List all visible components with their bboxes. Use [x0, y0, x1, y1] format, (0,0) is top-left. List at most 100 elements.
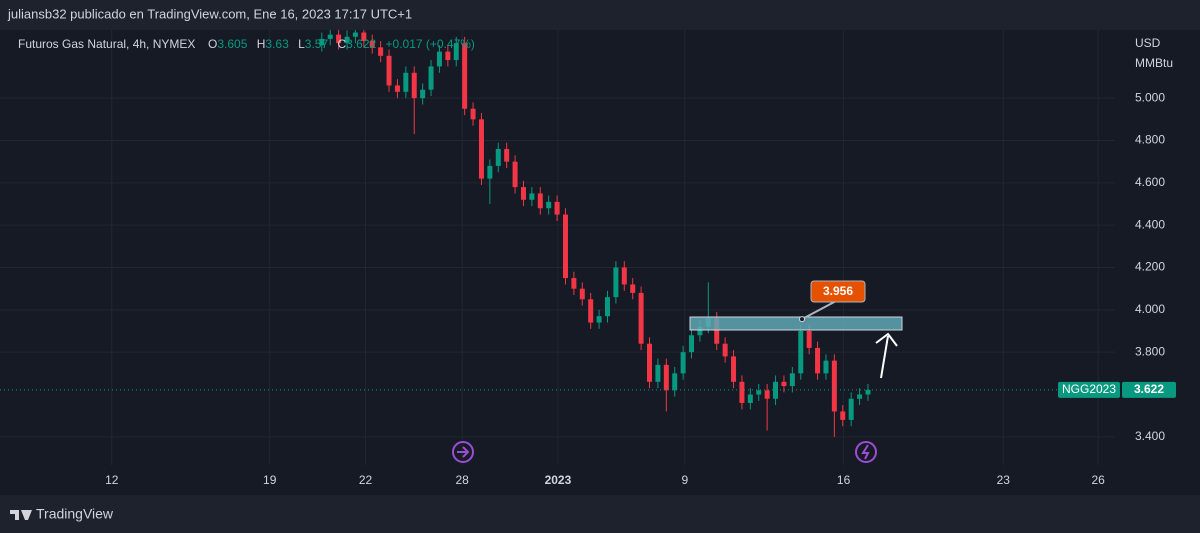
price-tag: [1122, 381, 1176, 398]
candle-body: [579, 288, 585, 300]
candle-body: [722, 343, 728, 357]
x-tick-label: 22: [359, 473, 373, 487]
candles: [319, 30, 871, 437]
candle-body: [739, 381, 745, 403]
x-tick-label: 23: [997, 473, 1011, 487]
candle-body: [571, 278, 577, 289]
arrow-head: [875, 332, 898, 347]
plot-background: [0, 30, 1200, 495]
legend-key: H: [257, 37, 266, 51]
candle-body: [630, 284, 636, 293]
candle-body: [504, 148, 510, 162]
candle-body: [840, 411, 846, 420]
candle-body: [436, 51, 442, 67]
candle-body: [823, 360, 829, 374]
overlay: [452, 316, 903, 463]
event-icon[interactable]: [855, 441, 877, 463]
header: juliansb32 publicado en TradingView.com,…: [7, 6, 412, 21]
candle-body: [336, 34, 342, 44]
grid: [0, 30, 1115, 465]
chart-title: Futuros Gas Natural, 4h, NYMEX: [18, 37, 195, 51]
candle-body: [798, 331, 804, 374]
candle-body: [680, 352, 686, 374]
callout-box: [810, 280, 866, 303]
y-tick-label: 5.000: [1135, 90, 1165, 104]
y-unit: USD: [1135, 36, 1161, 50]
legend-value: 3.63: [265, 37, 289, 51]
candle-body: [411, 72, 417, 99]
candle-body: [865, 389, 871, 395]
candle-body: [512, 161, 518, 188]
candle-body: [369, 41, 375, 48]
candle-body: [714, 318, 720, 344]
legend-value: 3.622: [346, 37, 376, 51]
candle-body: [319, 38, 325, 46]
zone: [689, 316, 903, 331]
footer: TradingView: [36, 506, 114, 522]
callout-anchor: [799, 316, 805, 323]
legend-key: C: [337, 37, 346, 51]
candle-body: [831, 360, 837, 412]
callout-text: 3.956: [823, 284, 853, 298]
candle-body: [764, 390, 770, 399]
y-tick-label: 4.000: [1135, 302, 1165, 316]
event-icon[interactable]: [452, 441, 474, 463]
candle-body: [327, 34, 333, 39]
candle-body: [562, 214, 568, 279]
candle-body: [378, 47, 384, 56]
candle-body: [420, 89, 426, 99]
legend-value: 3.605: [217, 37, 247, 51]
legend-key: O: [208, 37, 217, 51]
legend-value: 3.57: [305, 37, 329, 51]
candle-body: [537, 193, 543, 209]
x-tick-label: 9: [681, 473, 688, 487]
candle-body: [773, 381, 779, 399]
candle-body: [588, 299, 594, 323]
legend-key: L: [298, 37, 305, 51]
candle-body: [487, 165, 493, 179]
candle-body: [655, 364, 661, 382]
symbol-tag-text: NGG2023: [1062, 382, 1116, 396]
ohlc-legend: O3.605 H3.63 L3.57 C3.622 +0.017 (+0.47%…: [208, 37, 475, 51]
candle-body: [689, 335, 695, 353]
y-unit: MMBtu: [1135, 56, 1173, 70]
candle-body: [756, 390, 762, 395]
x-tick-label: 2023: [545, 473, 572, 487]
candle-body: [386, 55, 392, 86]
candle-body: [352, 32, 358, 37]
candle-body: [428, 66, 434, 90]
event-icon-glyph: [861, 444, 870, 460]
candle-body: [697, 326, 703, 336]
candle-body: [495, 148, 501, 166]
candle-body: [394, 85, 400, 92]
candle-body: [462, 43, 468, 109]
y-tick-label: 4.800: [1135, 133, 1165, 147]
candle-body: [613, 267, 619, 298]
candle-body: [638, 292, 644, 344]
event-icon-glyph: [457, 446, 470, 458]
candle-body: [453, 43, 459, 61]
x-tick-label: 28: [455, 473, 469, 487]
x-tick-label: 26: [1092, 473, 1106, 487]
callout-pointer: [801, 299, 839, 321]
candle-body: [470, 108, 476, 120]
logo: [10, 510, 32, 520]
candle-body: [857, 394, 863, 399]
candle-body: [403, 72, 409, 92]
candle-body: [478, 119, 484, 179]
legend-change: +0.017 (+0.47%): [386, 37, 475, 51]
candle-body: [747, 394, 753, 403]
x-tick-label: 16: [837, 473, 851, 487]
candle-body: [848, 398, 854, 420]
candle-body: [663, 364, 669, 391]
candle-body: [596, 316, 602, 323]
candle-body: [621, 267, 627, 285]
x-tick-label: 12: [105, 473, 119, 487]
symbol-tag: [1058, 381, 1120, 398]
candle-body: [520, 187, 526, 200]
candle-body: [731, 356, 737, 382]
candle-body: [554, 201, 560, 215]
candle-body: [781, 381, 787, 387]
